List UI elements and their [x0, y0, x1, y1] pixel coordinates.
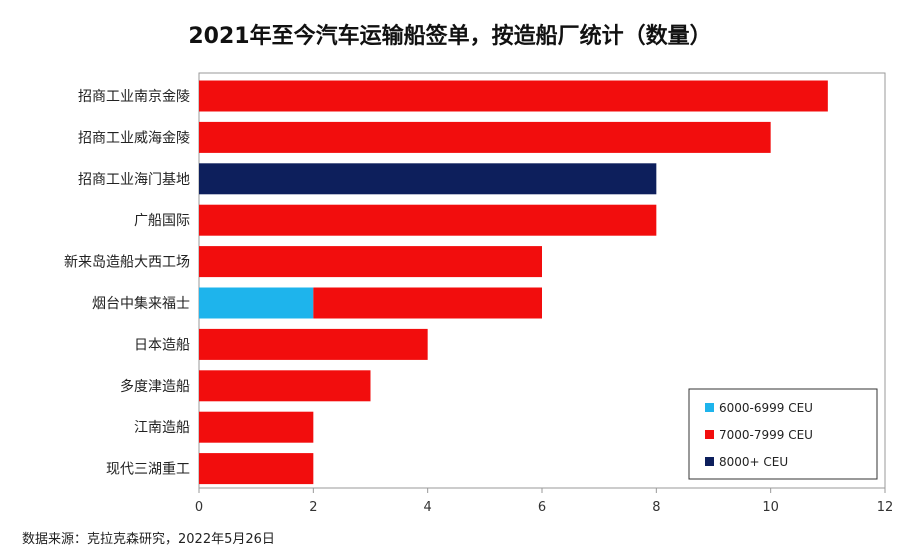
legend-swatch: [705, 403, 714, 412]
category-label: 招商工业南京金陵: [78, 89, 190, 105]
category-label: 现代三湖重工: [106, 462, 190, 478]
bar-7-series-1: [199, 370, 371, 402]
legend-label: 8000+ CEU: [719, 455, 788, 469]
legend-label: 7000-7999 CEU: [719, 428, 813, 442]
x-tick-label: 8: [652, 500, 660, 515]
bar-8-series-1: [199, 411, 314, 443]
bar-5-series-0: [199, 287, 314, 319]
category-label: 广船国际: [134, 213, 190, 229]
x-tick-label: 4: [424, 500, 432, 515]
x-tick-label: 12: [877, 500, 894, 515]
bar-3-series-1: [199, 204, 657, 236]
legend-swatch: [705, 430, 714, 439]
legend: 6000-6999 CEU 7000-7999 CEU 8000+ CEU: [688, 388, 878, 480]
category-label: 招商工业海门基地: [78, 171, 190, 188]
category-label: 新来岛造船大西工场: [64, 255, 190, 271]
x-axis-ticks: 0 2 4 6 8 10 12: [195, 488, 893, 515]
x-tick-label: 0: [195, 500, 203, 515]
legend-box: [688, 388, 878, 480]
source-note: 数据来源：克拉克森研究，2022年5月26日: [22, 532, 275, 547]
category-label: 招商工业威海金陵: [78, 130, 190, 146]
bar-1-series-1: [199, 121, 771, 153]
bar-2-series-2: [199, 163, 657, 195]
bar-6-series-1: [199, 328, 428, 360]
legend-swatch: [705, 457, 714, 466]
category-label: 日本造船: [134, 337, 190, 353]
x-tick-label: 10: [762, 500, 779, 515]
category-labels: 招商工业南京金陵招商工业威海金陵招商工业海门基地广船国际新来岛造船大西工场烟台中…: [64, 89, 190, 478]
bar-0-series-1: [199, 80, 828, 112]
chart-title: 2021年至今汽车运输船签单，按造船厂统计（数量）: [188, 24, 712, 49]
bar-4-series-1: [199, 246, 542, 278]
bar-5-series-1: [313, 287, 542, 319]
x-tick-label: 6: [538, 500, 546, 515]
category-label: 烟台中集来福士: [92, 295, 190, 312]
category-label: 江南造船: [134, 420, 190, 436]
legend-label: 6000-6999 CEU: [719, 401, 813, 415]
x-tick-label: 2: [309, 500, 317, 515]
bars-group: [199, 80, 828, 485]
bar-9-series-1: [199, 453, 314, 485]
category-label: 多度津造船: [120, 378, 190, 395]
